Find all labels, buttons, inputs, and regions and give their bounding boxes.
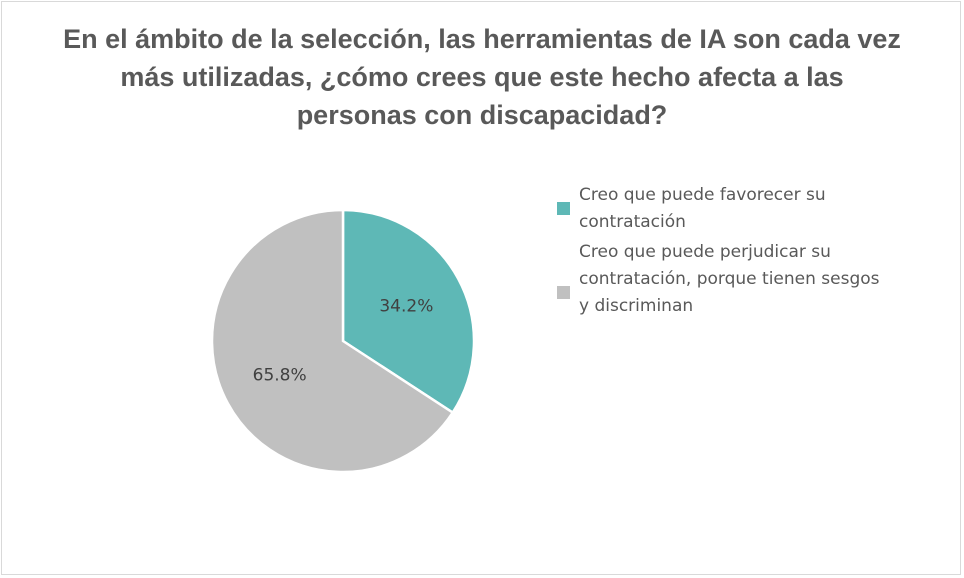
data-label-perjudicar: 65.8% [253, 365, 307, 385]
legend-swatch-perjudicar [557, 286, 570, 299]
chart-title: En el ámbito de la selección, las herram… [63, 24, 901, 130]
legend-label-perjudicar: Creo que puede perjudicar su contratació… [579, 242, 880, 316]
legend-item-favorecer: Creo que puede favorecer su contratación [557, 182, 887, 236]
legend: Creo que puede favorecer su contratación… [557, 182, 887, 323]
pie-slice-perjudicar [210, 208, 455, 474]
data-label-favorecer: 34.2% [379, 297, 433, 317]
legend-swatch-favorecer [557, 202, 570, 215]
legend-item-perjudicar: Creo que puede perjudicar su contratació… [557, 239, 887, 320]
legend-label-favorecer: Creo que puede favorecer su contratación [579, 185, 826, 232]
